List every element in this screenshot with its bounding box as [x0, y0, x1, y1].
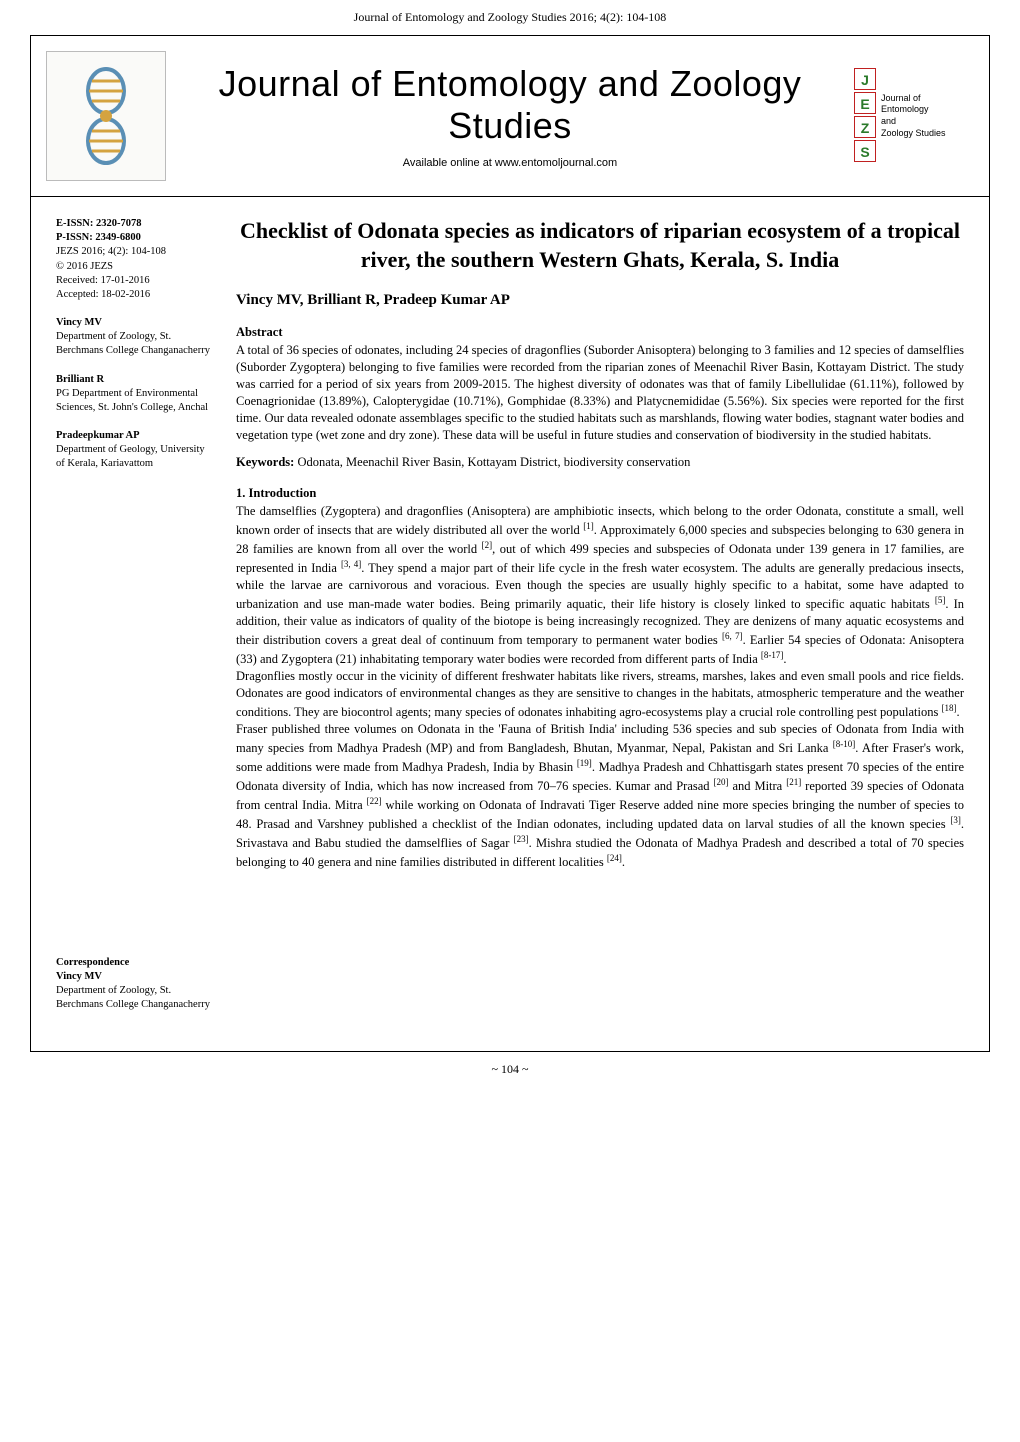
- abstract-text: A total of 36 species of odonates, inclu…: [236, 342, 964, 443]
- author-3-name: Pradeepkumar AP: [56, 430, 140, 441]
- page-frame: Journal of Entomology and Zoology Studie…: [30, 35, 990, 1052]
- body-columns: E-ISSN: 2320-7078 P-ISSN: 2349-6800 JEZS…: [31, 197, 989, 1051]
- jezs-text: Journal of Entomology and Zoology Studie…: [881, 93, 946, 140]
- author-1-affil: Department of Zoology, St. Berchmans Col…: [56, 331, 210, 356]
- sidebar: E-ISSN: 2320-7078 P-ISSN: 2349-6800 JEZS…: [56, 217, 226, 1026]
- journal-logo-left: [46, 51, 166, 181]
- jezs-letter-z: Z: [854, 116, 876, 138]
- jezs-letter-e: E: [854, 92, 876, 114]
- sidebar-accepted: Accepted: 18-02-2016: [56, 289, 150, 300]
- jezs-line-3: and: [881, 116, 946, 128]
- jezs-line-4: Zoology Studies: [881, 128, 946, 140]
- intro-para-1: The damselflies (Zygoptera) and dragonfl…: [236, 503, 964, 668]
- jezs-letter-j: J: [854, 68, 876, 90]
- eissn: E-ISSN: 2320-7078: [56, 218, 141, 229]
- sidebar-citation: JEZS 2016; 4(2): 104-108: [56, 246, 166, 257]
- author-block-3: Pradeepkumar AP Department of Geology, U…: [56, 429, 211, 472]
- author-block-1: Vincy MV Department of Zoology, St. Berc…: [56, 316, 211, 359]
- correspondence-label: Correspondence: [56, 957, 129, 968]
- masthead-center: Journal of Entomology and Zoology Studie…: [166, 63, 854, 169]
- dna-icon: [76, 66, 136, 166]
- article-title: Checklist of Odonata species as indicato…: [236, 217, 964, 274]
- author-2-affil: PG Department of Environmental Sciences,…: [56, 388, 208, 413]
- masthead: Journal of Entomology and Zoology Studie…: [31, 36, 989, 197]
- correspondence-block: Correspondence Vincy MV Department of Zo…: [56, 956, 211, 1013]
- jezs-letter-s: S: [854, 140, 876, 162]
- issn-block: E-ISSN: 2320-7078 P-ISSN: 2349-6800 JEZS…: [56, 217, 211, 302]
- jezs-line-1: Journal of: [881, 93, 946, 105]
- sidebar-copyright: © 2016 JEZS: [56, 261, 113, 272]
- jezs-badge: J E Z S Journal of Entomology and Zoolog…: [854, 68, 946, 164]
- pissn: P-ISSN: 2349-6800: [56, 232, 141, 243]
- intro-body: The damselflies (Zygoptera) and dragonfl…: [236, 503, 964, 871]
- intro-para-3: Fraser published three volumes on Odonat…: [236, 721, 964, 871]
- page-number: ~ 104 ~: [0, 1052, 1020, 1087]
- abstract-heading: Abstract: [236, 325, 964, 340]
- main-content: Checklist of Odonata species as indicato…: [226, 217, 964, 1026]
- correspondence-affil: Department of Zoology, St. Berchmans Col…: [56, 985, 210, 1010]
- running-header: Journal of Entomology and Zoology Studie…: [0, 0, 1020, 35]
- keywords-text: Odonata, Meenachil River Basin, Kottayam…: [297, 455, 690, 469]
- intro-heading: 1. Introduction: [236, 486, 964, 501]
- author-1-name: Vincy MV: [56, 317, 102, 328]
- sidebar-received: Received: 17-01-2016: [56, 275, 150, 286]
- correspondence-name: Vincy MV: [56, 971, 102, 982]
- jezs-letters: J E Z S: [854, 68, 876, 164]
- jezs-line-2: Entomology: [881, 104, 946, 116]
- sidebar-spacer: [56, 486, 211, 956]
- intro-para-2: Dragonflies mostly occur in the vicinity…: [236, 668, 964, 721]
- journal-url: Available online at www.entomoljournal.c…: [166, 157, 854, 169]
- journal-title: Journal of Entomology and Zoology Studie…: [166, 63, 854, 147]
- journal-logo-right: J E Z S Journal of Entomology and Zoolog…: [854, 56, 974, 176]
- keywords-label: Keywords:: [236, 455, 294, 469]
- authors-line: Vincy MV, Brilliant R, Pradeep Kumar AP: [236, 292, 964, 309]
- keywords: Keywords: Odonata, Meenachil River Basin…: [236, 455, 964, 470]
- author-block-2: Brilliant R PG Department of Environment…: [56, 373, 211, 416]
- author-2-name: Brilliant R: [56, 374, 104, 385]
- author-3-affil: Department of Geology, University of Ker…: [56, 444, 205, 469]
